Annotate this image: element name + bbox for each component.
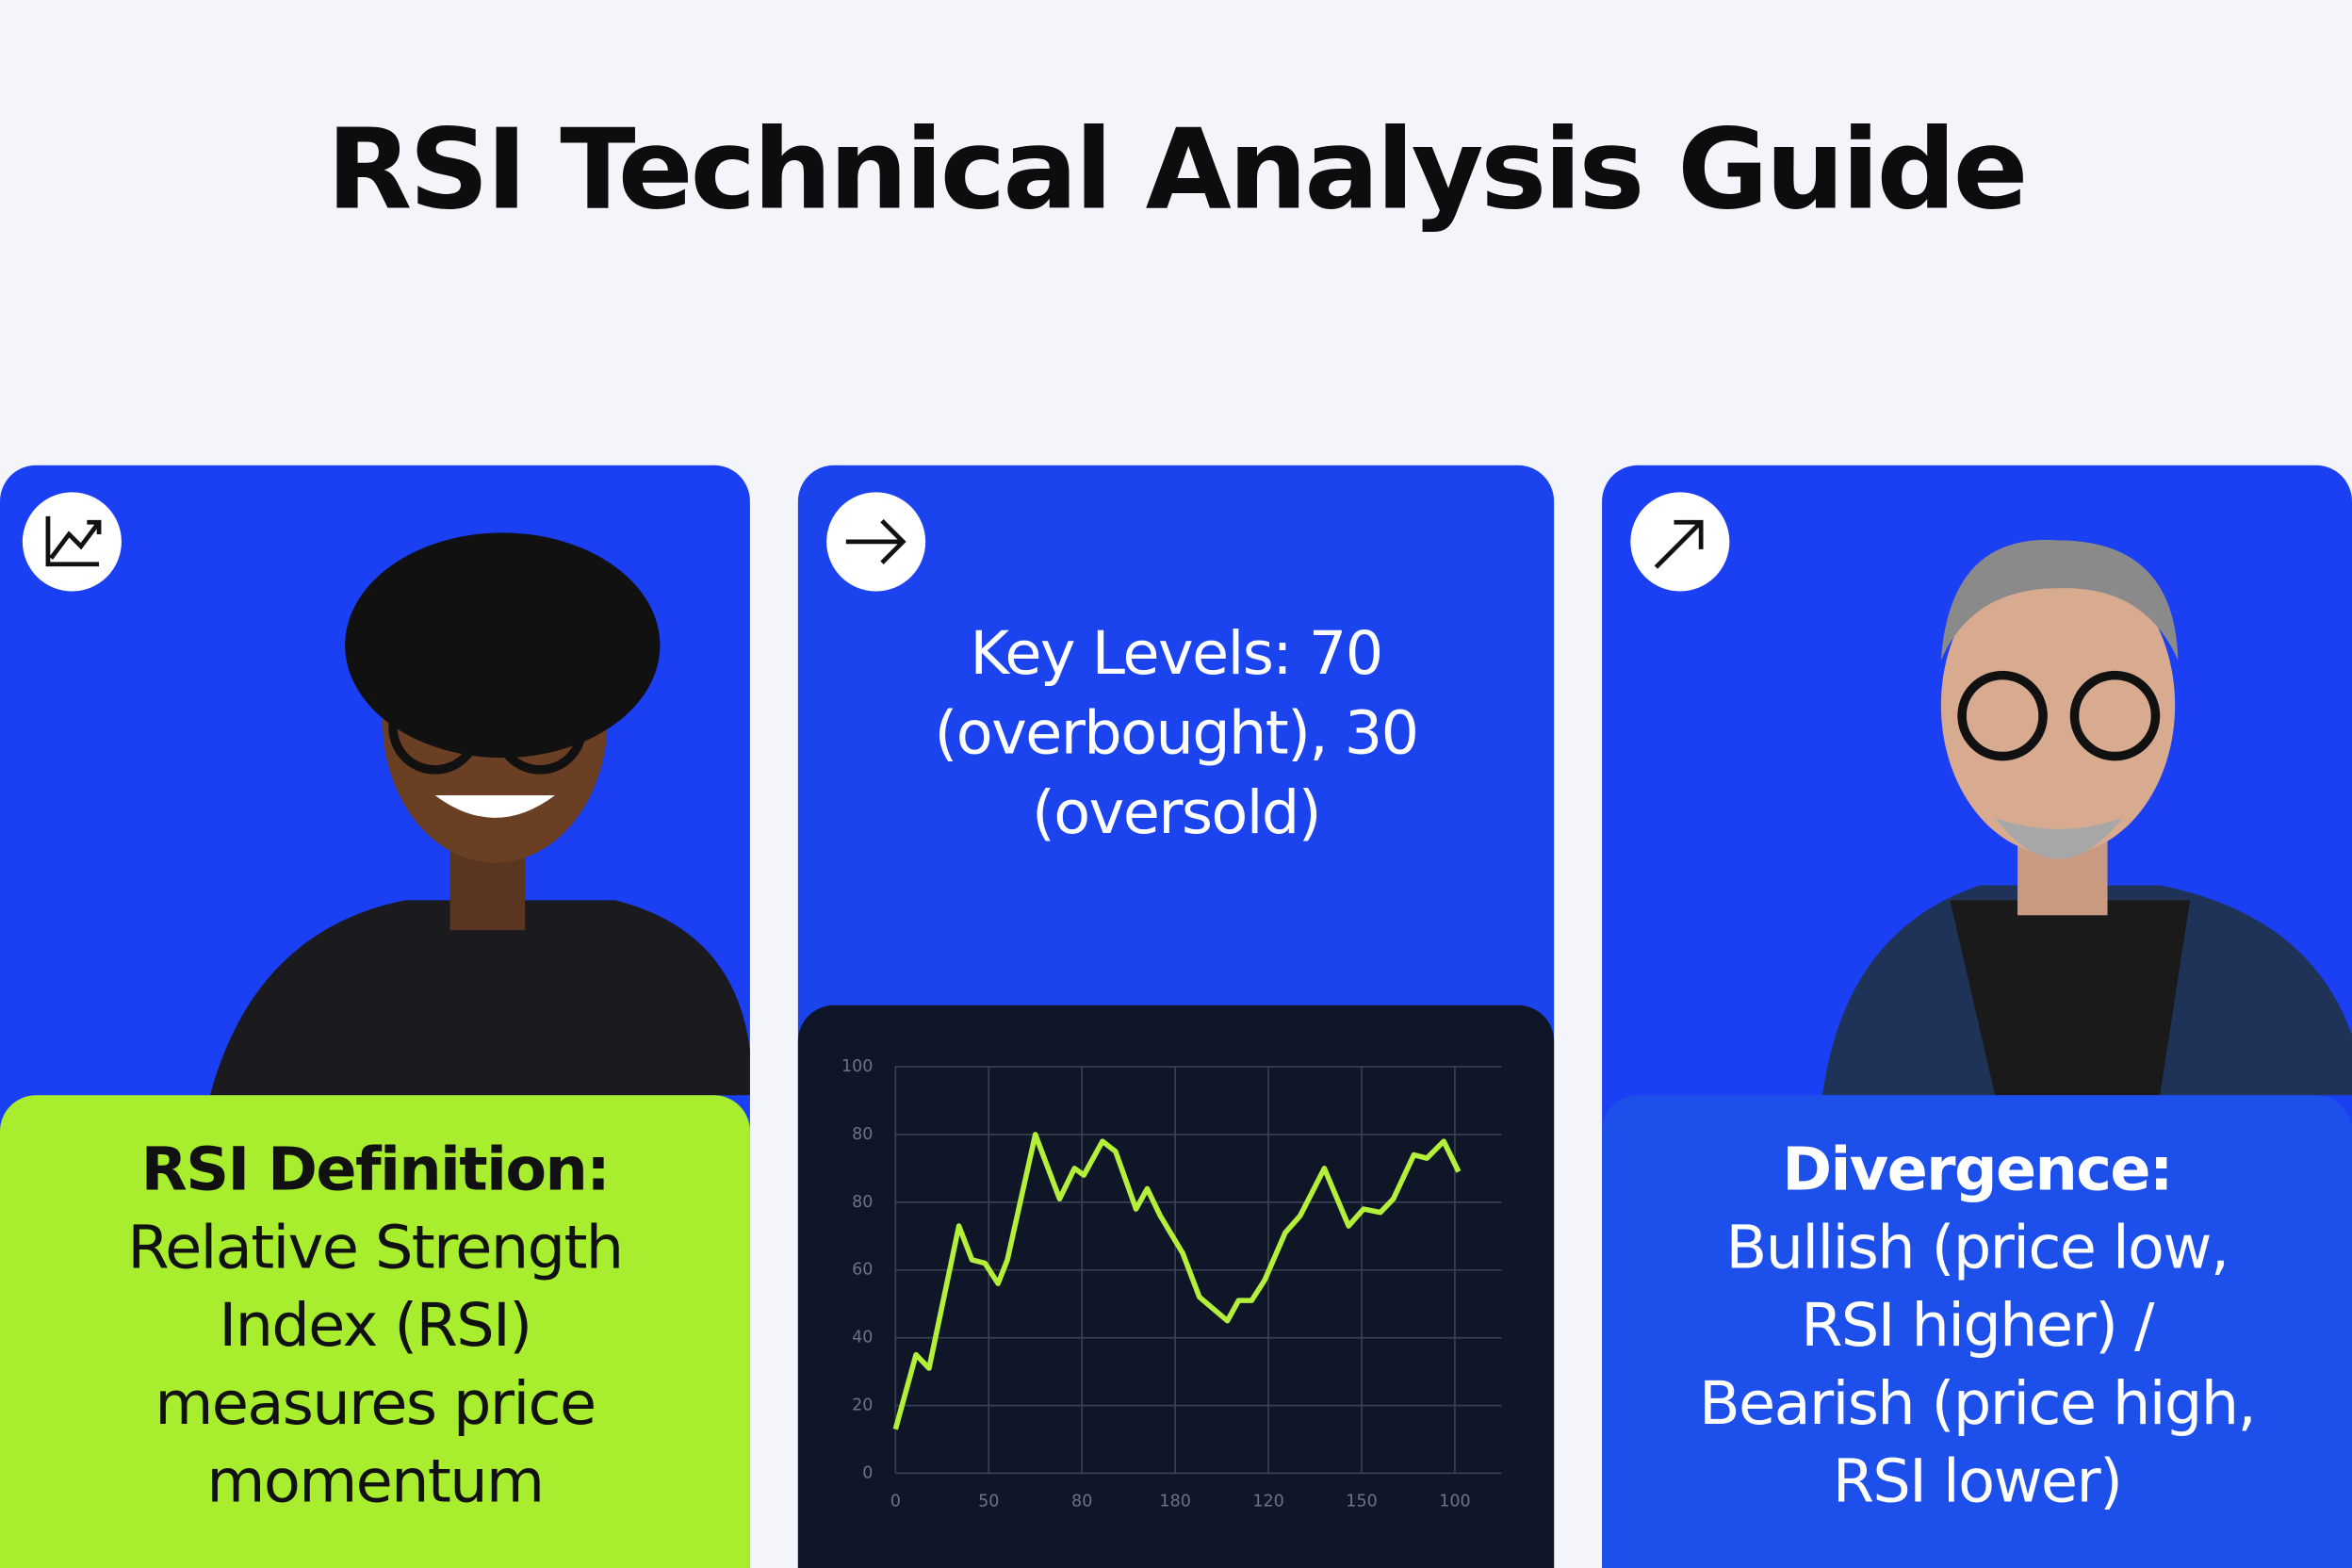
card-text: RSI Definition: Relative Strength Index (R… (127, 1135, 624, 1517)
card-line: Relative Strength (127, 1213, 622, 1282)
rsi-line (892, 1132, 1462, 1430)
arrow-icon (845, 518, 906, 564)
line-chart: 0 20 40 60 80 80 100 0 50 80 180 120 150 100 (841, 1057, 1502, 1511)
card-line: (oversold) (1032, 778, 1320, 848)
divergence-box (1602, 1095, 2352, 1568)
y-tick-label: 80 (852, 1193, 873, 1212)
x-tick-label: 180 (1159, 1493, 1190, 1511)
y-tick-label: 60 (852, 1261, 873, 1280)
x-tick-label: 50 (978, 1493, 999, 1511)
x-tick-label: 120 (1252, 1493, 1283, 1511)
chart-icon (45, 515, 102, 567)
y-tick-label: 20 (852, 1396, 873, 1415)
y-tick-label: 40 (852, 1329, 873, 1348)
card-line: (overbought), 30 (934, 698, 1417, 768)
card-heading: RSI Definition: (141, 1135, 609, 1205)
card-line: RSI lower) (1833, 1447, 2122, 1517)
person-photo (209, 532, 750, 1096)
card-text: Key Levels: 70 (overbought), 30 (oversold) (934, 619, 1419, 848)
arrow-icon (1654, 519, 1704, 569)
card-line: Bullish (price low, (1726, 1213, 2229, 1282)
card-line: Key Levels: 70 (970, 619, 1381, 689)
icon (22, 492, 122, 592)
card-text: Divergence: Bullish (price low, RSI higher… (1699, 1135, 2257, 1517)
card-heading: Divergence: (1782, 1135, 2172, 1205)
card-line: momentum (206, 1447, 543, 1517)
x-tick-label: 0 (890, 1493, 901, 1511)
x-tick-label: 150 (1346, 1493, 1377, 1511)
y-tick-label: 100 (841, 1057, 873, 1076)
x-tick-label: 100 (1439, 1493, 1470, 1511)
card-line: measures price (155, 1369, 595, 1439)
y-tick-label: 0 (862, 1463, 873, 1482)
title: RSI Technical Analysis Guide (327, 105, 2026, 234)
card-line: Bearish (price high, (1699, 1369, 2255, 1439)
definition-box (0, 1095, 750, 1568)
person-photo (1822, 539, 2352, 1096)
y-tick-label: 80 (852, 1125, 873, 1144)
chart-panel (797, 1004, 1555, 1568)
x-tick-label: 80 (1071, 1493, 1092, 1511)
card-line: RSI higher) / (1801, 1291, 2155, 1361)
card-line: Index (RSI) (219, 1291, 531, 1361)
